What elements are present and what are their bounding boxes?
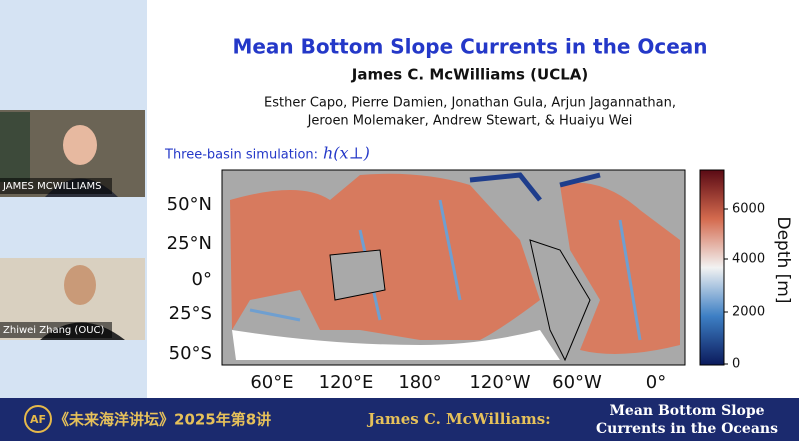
coauthors: Jeroen Molemaker, Andrew Stewart, & Huai…: [307, 114, 633, 129]
lat-label: 50°N: [167, 194, 212, 215]
lat-labels: 50°N 25°N 0° 25°S 50°S: [167, 194, 212, 364]
face: [63, 125, 97, 165]
lat-label: 0°: [192, 269, 212, 290]
map: [221, 169, 686, 366]
lon-label: 120°W: [469, 372, 530, 393]
logo: AF: [30, 413, 46, 426]
lon-label: 180°: [398, 372, 441, 393]
colorbar-tick-label: 0: [732, 357, 740, 372]
colorbar-tick-label: 4000: [732, 252, 765, 267]
colorbar-label: Depth [m]: [773, 216, 793, 303]
ocean: [560, 182, 680, 354]
bookshelf: [0, 112, 30, 182]
face: [64, 265, 96, 305]
series: 《未来海洋讲坛》2025年第8讲: [54, 411, 271, 429]
talk-title: Mean Bottom Slope: [609, 403, 764, 419]
lon-labels: 60°E 120°E 180° 120°W 60°W 0°: [250, 372, 666, 393]
coauthors: Esther Capo, Pierre Damien, Jonathan Gul…: [264, 96, 676, 111]
ocean: [230, 173, 540, 340]
slide-title: Mean Bottom Slope Currents in the Ocean: [232, 35, 707, 59]
lat-label: 25°S: [169, 303, 212, 324]
lat-label: 25°N: [167, 233, 212, 254]
lon-label: 0°: [646, 372, 666, 393]
slide-author: James C. McWilliams (UCLA): [351, 66, 588, 84]
name-bg: [0, 178, 112, 194]
colorbar-tick-label: 2000: [732, 305, 765, 320]
lon-label: 60°E: [250, 372, 293, 393]
talk-title: Currents in the Oceans: [596, 421, 778, 437]
figure-label: Three-basin simulation:: [164, 148, 318, 163]
map-frame: [221, 169, 686, 366]
colorbar-ticks: 0 2000 4000 6000: [724, 202, 765, 372]
shelf: [469, 172, 601, 202]
banner: [0, 398, 799, 441]
lon-label: 120°E: [319, 372, 374, 393]
antarctic-gap: [232, 330, 560, 360]
colorbar-tick-label: 6000: [732, 202, 765, 217]
participant-name: JAMES MCWILLIAMS: [2, 181, 101, 192]
south-america: [529, 239, 591, 362]
lat-label: 50°S: [169, 343, 212, 364]
speaker: James C. McWilliams:: [366, 410, 551, 428]
lon-label: 60°W: [552, 372, 602, 393]
figure-formula: h(x⊥): [323, 144, 370, 163]
participant-name: Zhiwei Zhang (OUC): [3, 325, 105, 336]
name-bg: [0, 322, 112, 338]
logo-ring: [24, 405, 52, 433]
australia: [329, 249, 386, 301]
colorbar: [699, 169, 725, 366]
